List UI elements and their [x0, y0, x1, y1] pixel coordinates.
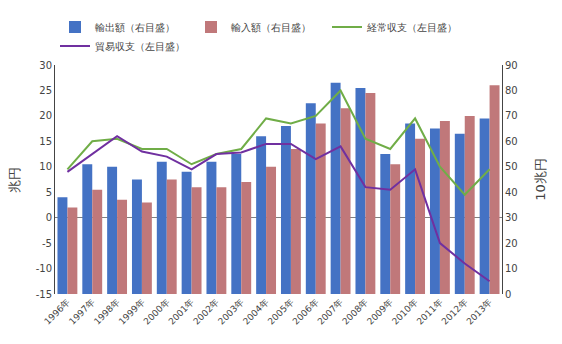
svg-text:2010年: 2010年 — [390, 297, 420, 327]
svg-text:1998年: 1998年 — [92, 297, 122, 327]
svg-text:-15: -15 — [36, 289, 52, 300]
svg-text:2005年: 2005年 — [266, 297, 296, 327]
svg-text:1996年: 1996年 — [42, 297, 72, 327]
svg-text:2006年: 2006年 — [291, 297, 321, 327]
svg-text:-10: -10 — [36, 263, 52, 274]
svg-text:1997年: 1997年 — [67, 297, 97, 327]
svg-text:10: 10 — [505, 263, 518, 274]
svg-text:輸出額（右目盛）: 輸出額（右目盛） — [95, 22, 175, 33]
svg-text:2001年: 2001年 — [167, 297, 197, 327]
svg-text:2003年: 2003年 — [216, 297, 246, 327]
svg-text:60: 60 — [505, 136, 518, 147]
svg-text:2011年: 2011年 — [415, 297, 445, 327]
svg-text:70: 70 — [505, 110, 518, 121]
svg-text:2012年: 2012年 — [440, 297, 470, 327]
svg-text:2007年: 2007年 — [316, 297, 346, 327]
svg-text:貿易収支（左目盛）: 貿易収支（左目盛） — [95, 41, 185, 52]
svg-text:20: 20 — [505, 238, 518, 249]
svg-text:2002年: 2002年 — [191, 297, 221, 327]
svg-text:50: 50 — [505, 161, 518, 172]
svg-text:30: 30 — [39, 60, 52, 71]
svg-text:25: 25 — [39, 85, 52, 96]
svg-text:輸入額（右目盛）: 輸入額（右目盛） — [231, 22, 311, 33]
svg-text:10: 10 — [39, 161, 52, 172]
svg-text:5: 5 — [46, 187, 52, 198]
svg-text:20: 20 — [39, 110, 52, 121]
svg-text:10兆円: 10兆円 — [533, 158, 548, 201]
svg-text:2009年: 2009年 — [365, 297, 395, 327]
svg-text:15: 15 — [39, 136, 52, 147]
svg-text:40: 40 — [505, 187, 518, 198]
svg-text:0: 0 — [505, 289, 511, 300]
svg-text:0: 0 — [46, 212, 52, 223]
svg-text:2008年: 2008年 — [340, 297, 370, 327]
svg-text:兆円: 兆円 — [7, 167, 22, 193]
svg-text:-5: -5 — [42, 238, 52, 249]
svg-text:30: 30 — [505, 212, 518, 223]
svg-text:1999年: 1999年 — [117, 297, 147, 327]
svg-text:2000年: 2000年 — [142, 297, 172, 327]
svg-text:80: 80 — [505, 85, 518, 96]
svg-text:2013年: 2013年 — [465, 297, 495, 327]
svg-text:経常収支（左目盛）: 経常収支（左目盛） — [366, 22, 457, 33]
svg-text:2004年: 2004年 — [241, 297, 271, 327]
svg-text:90: 90 — [505, 60, 518, 71]
